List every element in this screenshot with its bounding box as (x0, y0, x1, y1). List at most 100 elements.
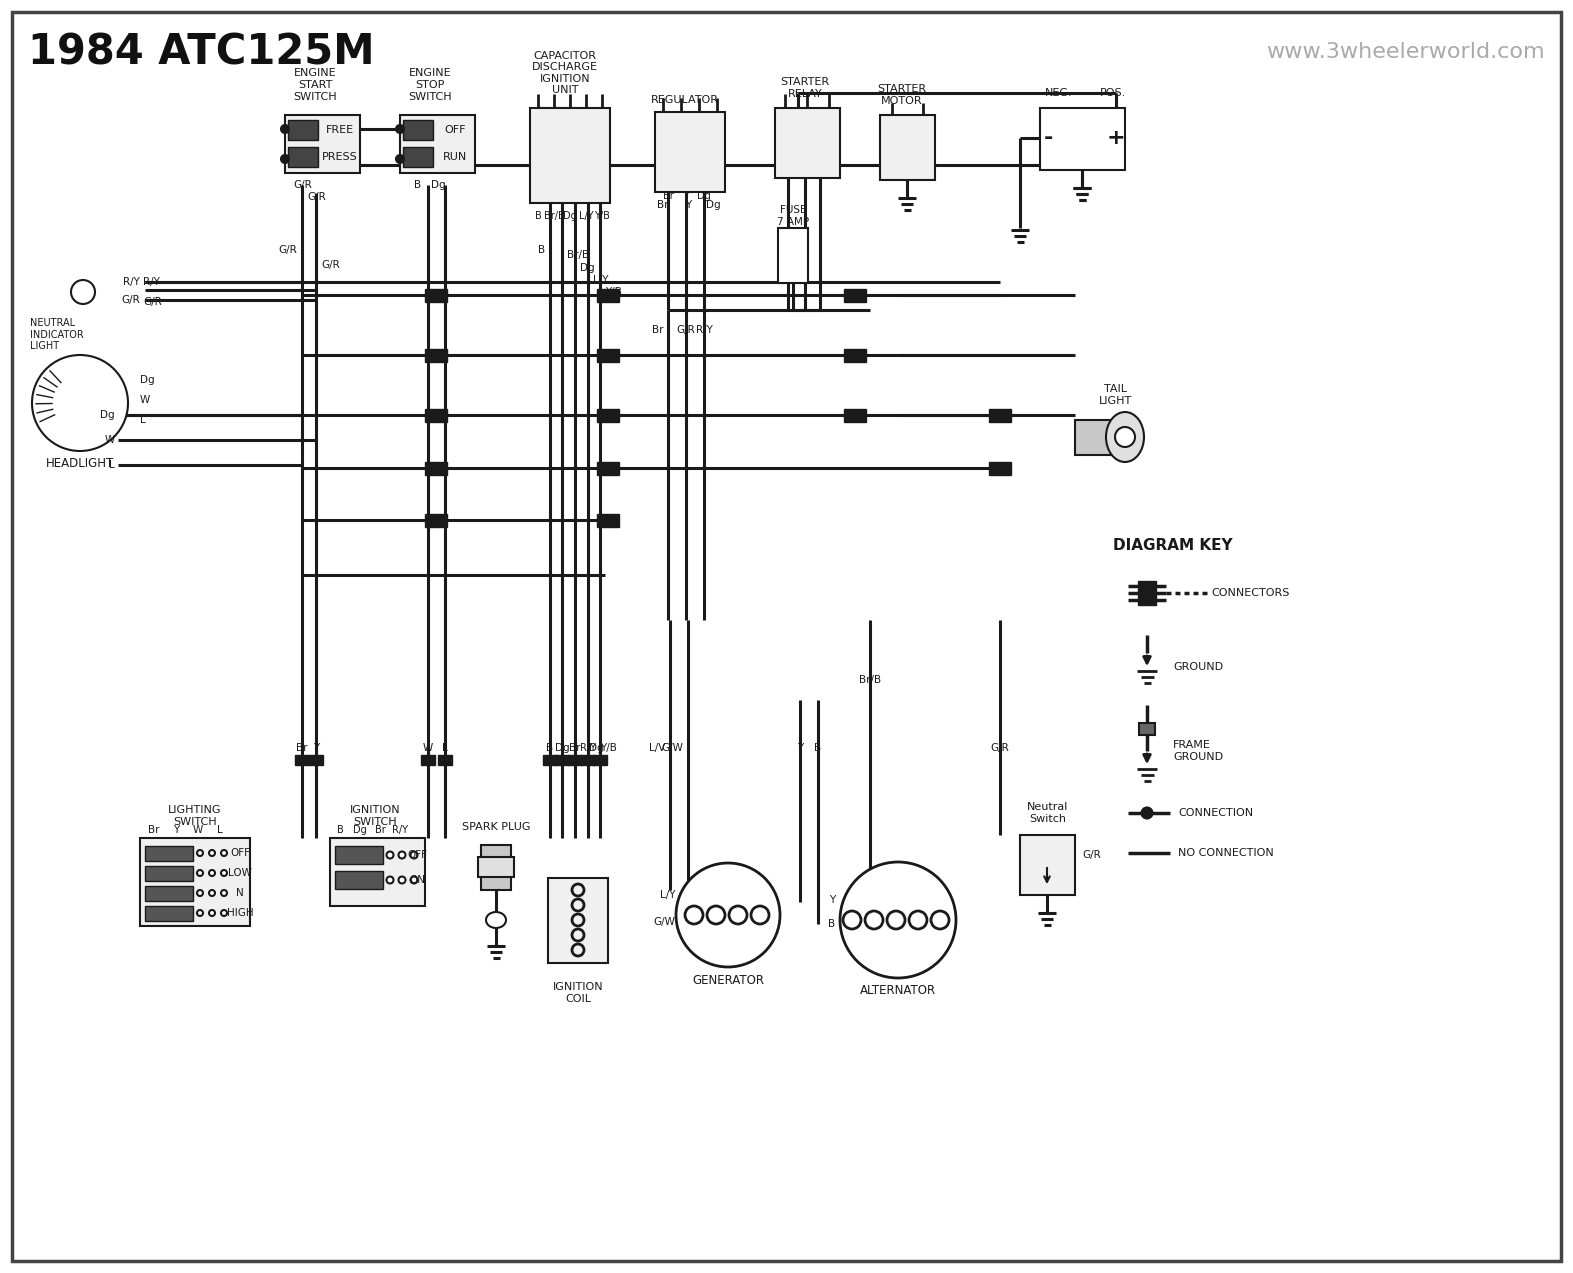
Text: Y: Y (684, 200, 691, 210)
Bar (845, 289, 867, 302)
Text: HEADLIGHT: HEADLIGHT (46, 457, 115, 470)
Text: B: B (414, 179, 422, 190)
Text: L: L (109, 460, 115, 470)
Circle shape (220, 850, 227, 855)
Bar (598, 513, 620, 527)
Text: Br: Br (296, 743, 308, 754)
Text: POS.: POS. (1100, 88, 1126, 98)
Text: NEG.: NEG. (1044, 88, 1073, 98)
Circle shape (840, 862, 956, 978)
Text: www.3wheelerworld.com: www.3wheelerworld.com (1266, 42, 1545, 62)
Circle shape (398, 852, 406, 858)
Text: ENGINE
START
SWITCH: ENGINE START SWITCH (293, 69, 337, 102)
Text: W: W (423, 743, 433, 754)
Bar (288, 146, 318, 167)
Text: W: W (140, 395, 151, 405)
Text: Br: Br (662, 191, 673, 201)
Text: Neutral
Switch: Neutral Switch (1027, 802, 1068, 824)
Text: CONNECTORS: CONNECTORS (1211, 588, 1290, 598)
Bar (400, 115, 475, 173)
Circle shape (411, 877, 417, 883)
Text: NO CONNECTION: NO CONNECTION (1178, 848, 1274, 858)
Bar (478, 857, 514, 877)
Circle shape (197, 910, 203, 917)
Text: Y: Y (683, 191, 689, 201)
Text: OFF: OFF (230, 848, 250, 858)
Text: CAPACITOR
DISCHARGE
IGNITION
UNIT: CAPACITOR DISCHARGE IGNITION UNIT (532, 51, 598, 95)
Text: N: N (236, 889, 244, 897)
Circle shape (396, 125, 404, 132)
Circle shape (71, 280, 94, 304)
Bar (481, 845, 511, 890)
Ellipse shape (486, 911, 507, 928)
Text: Br: Br (658, 200, 669, 210)
Circle shape (197, 850, 203, 855)
Bar (425, 349, 447, 362)
Text: Y/B: Y/B (599, 743, 617, 754)
Text: L: L (217, 825, 223, 835)
Text: +: + (1107, 129, 1125, 148)
Bar (1019, 835, 1074, 895)
Text: FRAME
GROUND: FRAME GROUND (1173, 740, 1224, 761)
Text: ALTERNATOR: ALTERNATOR (860, 984, 936, 997)
Bar (330, 838, 425, 906)
Bar (775, 108, 840, 178)
Text: L/V: L/V (648, 743, 665, 754)
Bar (547, 878, 609, 962)
Text: Y/B: Y/B (606, 286, 621, 297)
Text: B: B (827, 919, 835, 929)
Circle shape (220, 910, 227, 917)
Text: STARTER
MOTOR: STARTER MOTOR (878, 84, 926, 106)
Text: LOW: LOW (228, 868, 252, 878)
Text: Y: Y (173, 825, 179, 835)
Bar (593, 755, 607, 765)
Text: Y: Y (829, 895, 835, 905)
Text: Dg: Dg (588, 743, 604, 754)
Bar (654, 112, 725, 192)
Text: FUSE
7 AMP: FUSE 7 AMP (777, 205, 809, 227)
Text: Br: Br (374, 825, 385, 835)
Text: W: W (193, 825, 203, 835)
Circle shape (676, 863, 780, 967)
Text: Dg: Dg (563, 211, 577, 222)
Bar (335, 847, 382, 864)
Circle shape (282, 125, 289, 132)
Bar (879, 115, 934, 179)
Text: B: B (815, 743, 821, 754)
Bar (598, 462, 620, 475)
Bar (580, 755, 595, 765)
Bar (530, 108, 610, 202)
Circle shape (1115, 426, 1136, 447)
Bar (288, 120, 318, 140)
Text: ENGINE
STOP
SWITCH: ENGINE STOP SWITCH (407, 69, 451, 102)
Text: G/R: G/R (1082, 850, 1101, 861)
Bar (845, 409, 867, 421)
Bar (140, 838, 250, 925)
Circle shape (31, 355, 127, 451)
Text: Y/B: Y/B (595, 211, 610, 222)
Text: Dg: Dg (101, 410, 115, 420)
Bar (425, 513, 447, 527)
Text: B: B (538, 244, 544, 255)
Bar (296, 755, 308, 765)
Bar (425, 289, 447, 302)
Circle shape (209, 850, 216, 855)
Text: W: W (105, 435, 115, 446)
Text: Dg: Dg (140, 376, 154, 384)
Text: R/Y: R/Y (143, 278, 160, 286)
Text: OFF: OFF (407, 850, 426, 861)
Text: Br/B: Br/B (566, 250, 590, 260)
Text: LIGHTING
SWITCH: LIGHTING SWITCH (168, 806, 222, 826)
Circle shape (387, 877, 393, 883)
Circle shape (209, 910, 216, 917)
Text: Dg: Dg (580, 264, 595, 272)
Circle shape (398, 877, 406, 883)
Text: OFF: OFF (444, 125, 466, 135)
Text: IGNITION
SWITCH: IGNITION SWITCH (349, 806, 400, 826)
Text: REGULATOR: REGULATOR (651, 95, 719, 104)
Text: Br/B: Br/B (859, 675, 881, 685)
Text: FREE: FREE (326, 125, 354, 135)
Text: G/W: G/W (653, 917, 675, 927)
Bar (1137, 580, 1156, 605)
Text: L/Y: L/Y (659, 890, 675, 900)
